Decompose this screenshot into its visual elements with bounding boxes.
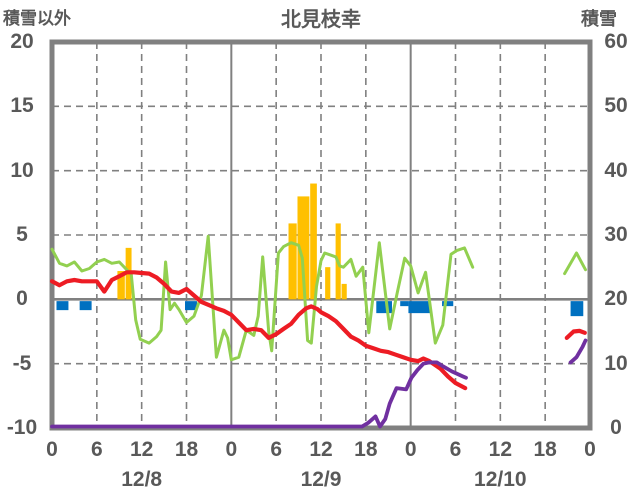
gridlines [52, 42, 590, 428]
snowfall-bar [325, 267, 331, 300]
blue-marks [56, 301, 584, 317]
y-right-tick-label: 20 [604, 287, 628, 311]
blue-mark [570, 301, 584, 317]
blue-mark [400, 301, 409, 307]
y-left-tick-label: -5 [12, 351, 32, 375]
red-line [49, 270, 587, 391]
snowfall-bar [297, 196, 310, 300]
x-hour-label: 6 [449, 438, 462, 461]
blue-mark [56, 301, 69, 311]
y-right-tick-label: 50 [604, 94, 628, 118]
y-left-tick-label: 20 [10, 30, 34, 53]
x-hour-label: 12 [129, 438, 154, 461]
snowfall-bar [117, 271, 125, 300]
x-hour-label: 0 [404, 438, 417, 461]
blue-mark [185, 301, 197, 311]
blue-mark [408, 301, 431, 314]
x-hour-label: 12 [488, 438, 513, 461]
blue-mark [442, 301, 454, 307]
blue-mark [79, 301, 92, 311]
y-right-tick-label: 30 [604, 223, 628, 246]
x-hour-label: 18 [174, 438, 199, 461]
station-title: 北見枝幸 [281, 9, 361, 31]
left-axis-title: 積雪以外 [3, 9, 71, 28]
x-hour-label: 6 [270, 438, 282, 461]
y-left-tick-label: -10 [6, 416, 38, 439]
x-date-label: 12/10 [474, 468, 527, 491]
purple-line [50, 338, 588, 429]
x-hour-label: 18 [354, 438, 378, 461]
y-right-tick-label: 40 [604, 158, 628, 182]
x-hour-label: 18 [533, 438, 557, 461]
snowfall-bar [310, 183, 317, 300]
blue-mark [376, 301, 392, 314]
x-date-label: 12/8 [121, 468, 163, 491]
x-hour-label: 12 [309, 438, 333, 461]
x-hour-label: 0 [225, 438, 238, 461]
y-left-tick-label: 15 [10, 94, 34, 118]
snowfall-bar [341, 283, 347, 300]
y-right-tick-label: 0 [610, 416, 622, 439]
x-date-label: 12/9 [300, 468, 342, 491]
snowfall-bar [288, 223, 297, 300]
chart-plot [49, 39, 593, 431]
y-left-tick-label: 0 [16, 287, 28, 311]
x-hour-label: 6 [90, 438, 103, 461]
right-axis-title: 積雪 [581, 9, 617, 29]
y-right-tick-label: 10 [604, 351, 628, 375]
y-left-tick-label: 10 [10, 158, 34, 182]
x-hour-label: 0 [46, 438, 58, 461]
y-left-tick-label: 5 [16, 223, 28, 246]
x-hour-label: 0 [584, 438, 596, 461]
y-right-tick-label: 60 [604, 30, 628, 53]
